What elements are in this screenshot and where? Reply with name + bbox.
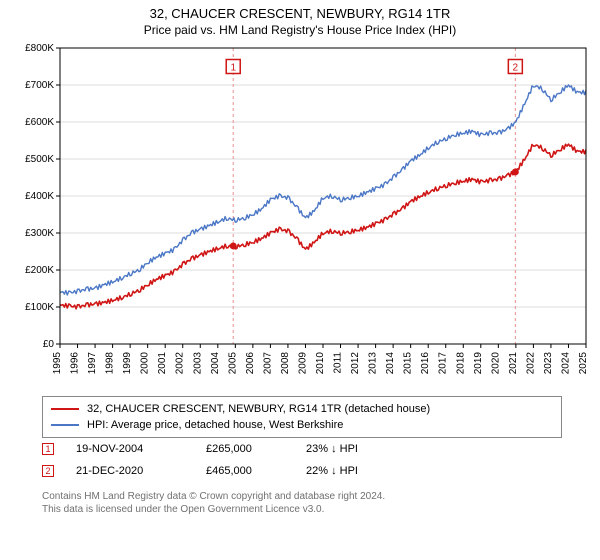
footer-attribution: Contains HM Land Registry data © Crown c… [42,490,385,516]
svg-text:1996: 1996 [70,352,81,375]
svg-text:1999: 1999 [122,352,133,375]
chart-svg: £0 £100K £200K £300K £400K £500K £600K £700K £80… [10,44,590,384]
svg-text:2004: 2004 [210,352,221,375]
svg-text:2: 2 [513,63,519,74]
svg-text:£700K: £700K [25,80,54,91]
svg-text:2010: 2010 [315,352,326,375]
svg-text:1997: 1997 [87,352,98,375]
transaction-price: £465,000 [206,460,306,482]
chart-container: 32, CHAUCER CRESCENT, NEWBURY, RG14 1TR … [0,0,600,560]
svg-text:2025: 2025 [578,352,589,375]
svg-text:2008: 2008 [280,352,291,375]
transaction-delta: 23% ↓ HPI [306,438,416,460]
svg-text:2012: 2012 [350,352,361,375]
legend-row-hpi: HPI: Average price, detached house, West… [51,417,553,433]
svg-text:£100K: £100K [25,302,54,313]
svg-text:2007: 2007 [262,352,273,375]
footer-line: Contains HM Land Registry data © Crown c… [42,490,385,503]
svg-text:2000: 2000 [140,352,151,375]
svg-text:2005: 2005 [227,352,238,375]
transaction-marker-icon: 1 [42,443,54,455]
transaction-date: 19-NOV-2004 [76,438,206,460]
svg-text:2023: 2023 [543,352,554,375]
svg-text:2020: 2020 [490,352,501,375]
svg-text:2014: 2014 [385,352,396,375]
svg-text:£0: £0 [43,339,55,350]
svg-text:2006: 2006 [245,352,256,375]
svg-text:2013: 2013 [368,352,379,375]
svg-text:1998: 1998 [105,352,116,375]
svg-text:2022: 2022 [525,352,536,375]
transaction-row: 1 19-NOV-2004 £265,000 23% ↓ HPI [42,438,416,460]
svg-text:1995: 1995 [52,352,63,375]
transaction-price: £265,000 [206,438,306,460]
transaction-row: 2 21-DEC-2020 £465,000 22% ↓ HPI [42,460,416,482]
svg-text:2001: 2001 [157,352,168,375]
svg-text:2016: 2016 [420,352,431,375]
legend-label-price-paid: 32, CHAUCER CRESCENT, NEWBURY, RG14 1TR … [87,401,430,417]
svg-text:2018: 2018 [455,352,466,375]
chart-subtitle: Price paid vs. HM Land Registry's House … [0,21,600,37]
chart-title: 32, CHAUCER CRESCENT, NEWBURY, RG14 1TR [0,0,600,21]
legend: 32, CHAUCER CRESCENT, NEWBURY, RG14 1TR … [42,396,562,438]
svg-text:2011: 2011 [333,352,344,374]
svg-text:£500K: £500K [25,154,54,165]
svg-text:2015: 2015 [403,352,414,375]
svg-text:2024: 2024 [560,352,571,375]
svg-text:1: 1 [230,63,236,74]
svg-text:2017: 2017 [438,352,449,375]
transaction-date: 21-DEC-2020 [76,460,206,482]
legend-swatch-hpi [51,424,79,426]
svg-text:£800K: £800K [25,44,54,54]
svg-text:2019: 2019 [473,352,484,375]
legend-row-price-paid: 32, CHAUCER CRESCENT, NEWBURY, RG14 1TR … [51,401,553,417]
svg-text:2002: 2002 [175,352,186,375]
legend-label-hpi: HPI: Average price, detached house, West… [87,417,343,433]
legend-swatch-price-paid [51,408,79,410]
svg-text:£600K: £600K [25,117,54,128]
svg-text:2003: 2003 [192,352,203,375]
svg-text:£300K: £300K [25,228,54,239]
footer-line: This data is licensed under the Open Gov… [42,503,385,516]
chart-area: £0 £100K £200K £300K £400K £500K £600K £700K £80… [10,44,590,384]
transaction-delta: 22% ↓ HPI [306,460,416,482]
transaction-marker-icon: 2 [42,465,54,477]
svg-text:£400K: £400K [25,191,54,202]
svg-text:£200K: £200K [25,265,54,276]
svg-text:2009: 2009 [297,352,308,375]
svg-text:2021: 2021 [508,352,519,375]
transactions-table: 1 19-NOV-2004 £265,000 23% ↓ HPI 2 21-DE… [42,438,416,482]
